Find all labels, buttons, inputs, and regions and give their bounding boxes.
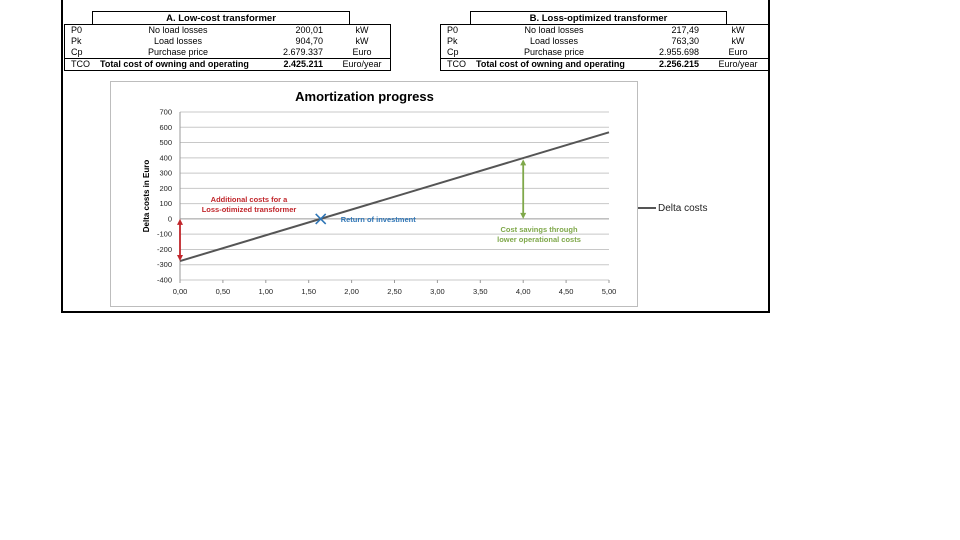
- row-symbol: Pk: [71, 36, 82, 46]
- row-symbol: P0: [447, 25, 459, 35]
- row-symbol: Cp: [71, 47, 83, 57]
- row-value: 217,49: [671, 25, 699, 35]
- y-tick-label: -300: [157, 260, 172, 269]
- row-unit: kW: [355, 25, 369, 35]
- figure-frame: A. Low-cost transformer P0 No load losse…: [61, 0, 770, 313]
- legend-label: Delta costs: [658, 202, 708, 214]
- x-tick-label: 1,00: [258, 287, 273, 296]
- row-value: 2.679.337: [282, 47, 323, 57]
- arrow-head: [520, 159, 527, 166]
- y-tick-label: 500: [159, 138, 172, 147]
- row-description: No load losses: [524, 25, 584, 35]
- x-tick-label: 2,00: [344, 287, 359, 296]
- amortization-chart: Amortization progress 700 600 500 400 300 200 1…: [110, 81, 638, 307]
- x-tick-label: 0,00: [173, 287, 188, 296]
- arrow-head: [177, 218, 183, 225]
- arrow-head: [520, 212, 527, 219]
- y-tick-label: 200: [159, 184, 172, 193]
- table-row: P0 No load losses 217,49 kW: [441, 25, 768, 36]
- row-symbol: Pk: [447, 36, 458, 46]
- table-row: Pk Load losses 763,30 kW: [441, 36, 768, 47]
- additional-costs-label: Additional costs for a: [211, 195, 289, 204]
- row-description: No load losses: [148, 25, 208, 35]
- row-unit: kW: [731, 36, 745, 46]
- y-tick-label: -400: [157, 276, 172, 285]
- return-of-investment-marker: [315, 213, 327, 225]
- x-tick-label: 4,50: [559, 287, 574, 296]
- table-a-body: P0 No load losses 200,01 kW Pk Load loss…: [64, 24, 391, 71]
- x-tick-label: 3,00: [430, 287, 445, 296]
- y-tick-label: 100: [159, 199, 172, 208]
- y-tick-label: 700: [159, 108, 172, 117]
- table-b-body: P0 No load losses 217,49 kW Pk Load loss…: [440, 24, 769, 71]
- y-tick-label: -100: [157, 230, 172, 239]
- arrow-head: [177, 255, 183, 262]
- y-tick-label: 0: [168, 214, 172, 223]
- table-a-title: A. Low-cost transformer: [92, 11, 350, 24]
- y-tick-label: 600: [159, 123, 172, 132]
- y-tick-label: -200: [157, 245, 172, 254]
- row-unit: Euro/year: [342, 59, 382, 69]
- x-tick-label: 1,50: [301, 287, 316, 296]
- row-unit: Euro: [728, 47, 748, 57]
- row-value: 763,30: [671, 36, 699, 46]
- cost-savings-label: Cost savings through: [500, 225, 578, 234]
- row-value: 2.955.698: [658, 47, 699, 57]
- row-symbol: Cp: [447, 47, 459, 57]
- x-tick-label: 2,50: [387, 287, 402, 296]
- table-row: Cp Purchase price 2.955.698 Euro: [441, 47, 768, 58]
- row-unit: kW: [355, 36, 369, 46]
- x-tick-label: 0,50: [216, 287, 231, 296]
- row-symbol: TCO: [71, 59, 90, 69]
- x-tick-label: 3,50: [473, 287, 488, 296]
- row-description: Load losses: [153, 36, 203, 46]
- row-symbol: TCO: [447, 59, 466, 69]
- row-description: Purchase price: [147, 47, 209, 57]
- series-line-delta-costs: [179, 131, 610, 263]
- row-unit: Euro: [352, 47, 372, 57]
- chart-legend: Delta costs: [638, 201, 707, 215]
- table-row: P0 No load losses 200,01 kW: [65, 25, 390, 36]
- tco-row: TCO Total cost of owning and operating 2…: [65, 58, 390, 70]
- table-b-title: B. Loss-optimized transformer: [470, 11, 727, 24]
- row-value: 2.425.211: [283, 59, 323, 69]
- y-tick-label: 400: [159, 153, 172, 162]
- cost-savings-label: lower operational costs: [497, 235, 581, 244]
- x-tick-label: 4,00: [516, 287, 531, 296]
- chart-canvas: Amortization progress 700 600 500 400 300 200 1…: [142, 89, 617, 296]
- tco-row: TCO Total cost of owning and operating 2…: [441, 58, 768, 70]
- row-unit: Euro/year: [718, 59, 758, 69]
- x-tick-label: 5,00: [602, 287, 617, 296]
- table-row: Pk Load losses 904,70 kW: [65, 36, 390, 47]
- y-tick-label: 300: [159, 169, 172, 178]
- row-unit: kW: [731, 25, 745, 35]
- row-value: 200,01: [295, 25, 323, 35]
- row-value: 2.256.215: [658, 59, 699, 69]
- y-axis-label: Delta costs in Euro: [142, 160, 151, 233]
- chart-title: Amortization progress: [295, 89, 434, 104]
- row-description: Total cost of owning and operating: [100, 59, 249, 69]
- additional-costs-label: Loss-otimized transformer: [202, 205, 297, 214]
- table-row: Cp Purchase price 2.679.337 Euro: [65, 47, 390, 58]
- row-description: Load losses: [529, 36, 579, 46]
- row-description: Total cost of owning and operating: [476, 59, 625, 69]
- row-value: 904,70: [295, 36, 323, 46]
- row-description: Purchase price: [523, 47, 585, 57]
- legend-swatch: [638, 207, 656, 209]
- row-symbol: P0: [71, 25, 83, 35]
- return-of-investment-label: Return of investment: [341, 215, 417, 224]
